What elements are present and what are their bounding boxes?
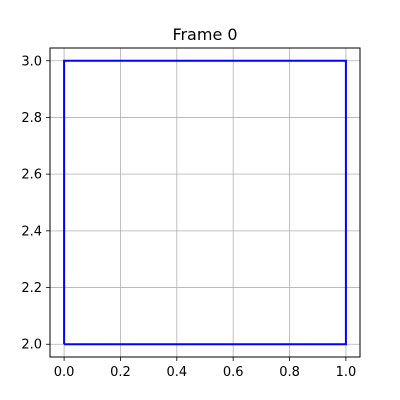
x-tick-label: 0.4 <box>166 365 187 380</box>
x-axis: 0.0 0.2 0.4 0.6 0.8 1.0 <box>54 357 357 380</box>
y-tick-label: 2.4 <box>21 224 42 239</box>
plot-area <box>50 48 360 357</box>
chart-title: Frame 0 <box>172 25 237 44</box>
series-line-0 <box>63 59 347 346</box>
x-tick-label: 0.2 <box>110 365 131 380</box>
x-tick-label: 0.0 <box>54 365 75 380</box>
x-tick-label: 0.6 <box>223 365 244 380</box>
series-group <box>63 59 347 346</box>
y-tick-label: 2.8 <box>21 111 42 126</box>
y-tick-label: 2.0 <box>21 338 42 353</box>
plot-frame <box>49 47 361 358</box>
x-tick-label: 1.0 <box>336 365 357 380</box>
y-tick-label: 2.6 <box>21 168 42 183</box>
y-axis: 2.0 2.2 2.4 2.6 2.8 3.0 <box>21 54 50 353</box>
y-tick-label: 2.2 <box>21 281 42 296</box>
grid-lines <box>50 48 360 357</box>
y-tick-label: 3.0 <box>21 54 42 69</box>
x-tick-label: 0.8 <box>279 365 300 380</box>
